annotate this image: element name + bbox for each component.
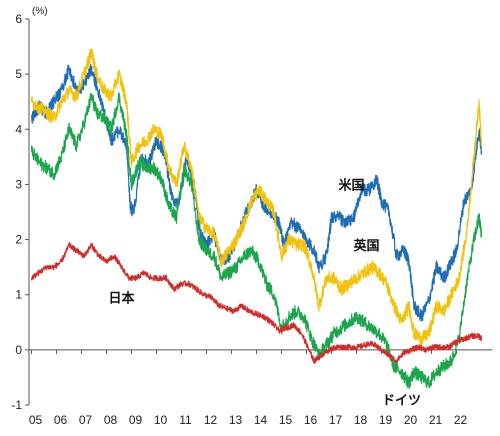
x-tick-label: 20	[404, 413, 418, 427]
y-tick-label: 6	[15, 12, 22, 26]
series-label: ドイツ	[382, 393, 421, 408]
y-tick-label: 2	[15, 233, 22, 247]
y-axis-unit: (%)	[32, 6, 48, 17]
series-label: 日本	[108, 290, 134, 306]
x-tick-label: 18	[354, 413, 368, 427]
x-tick-label: 06	[54, 413, 68, 427]
x-tick-label: 19	[379, 413, 393, 427]
x-tick-label: 10	[154, 413, 168, 427]
y-tick-label: 0	[15, 343, 22, 357]
x-tick-label: 11	[179, 413, 192, 427]
y-tick-label: 5	[15, 67, 22, 81]
series-label: 米国	[338, 177, 364, 193]
x-tick-label: 07	[79, 413, 93, 427]
x-tick-label: 22	[454, 413, 468, 427]
x-tick-label: 16	[304, 413, 318, 427]
x-tick-label: 17	[329, 413, 343, 427]
x-tick-label: 14	[254, 413, 268, 427]
y-tick-label: -1	[11, 398, 22, 412]
x-tick-label: 21	[429, 413, 443, 427]
x-tick-label: 09	[129, 413, 143, 427]
x-tick-label: 05	[29, 413, 43, 427]
series-line	[30, 48, 483, 346]
x-tick-label: 13	[229, 413, 243, 427]
y-tick-label: 3	[15, 177, 22, 191]
x-tick-label: 15	[279, 413, 293, 427]
y-tick-label: 4	[15, 122, 22, 136]
series-label: 英国	[352, 238, 379, 254]
y-tick-label: 1	[15, 288, 22, 302]
series-line	[30, 92, 483, 389]
series-layer	[30, 48, 483, 389]
series-line	[30, 242, 483, 364]
x-tick-label: 08	[104, 413, 118, 427]
x-tick-label: 12	[204, 413, 218, 427]
